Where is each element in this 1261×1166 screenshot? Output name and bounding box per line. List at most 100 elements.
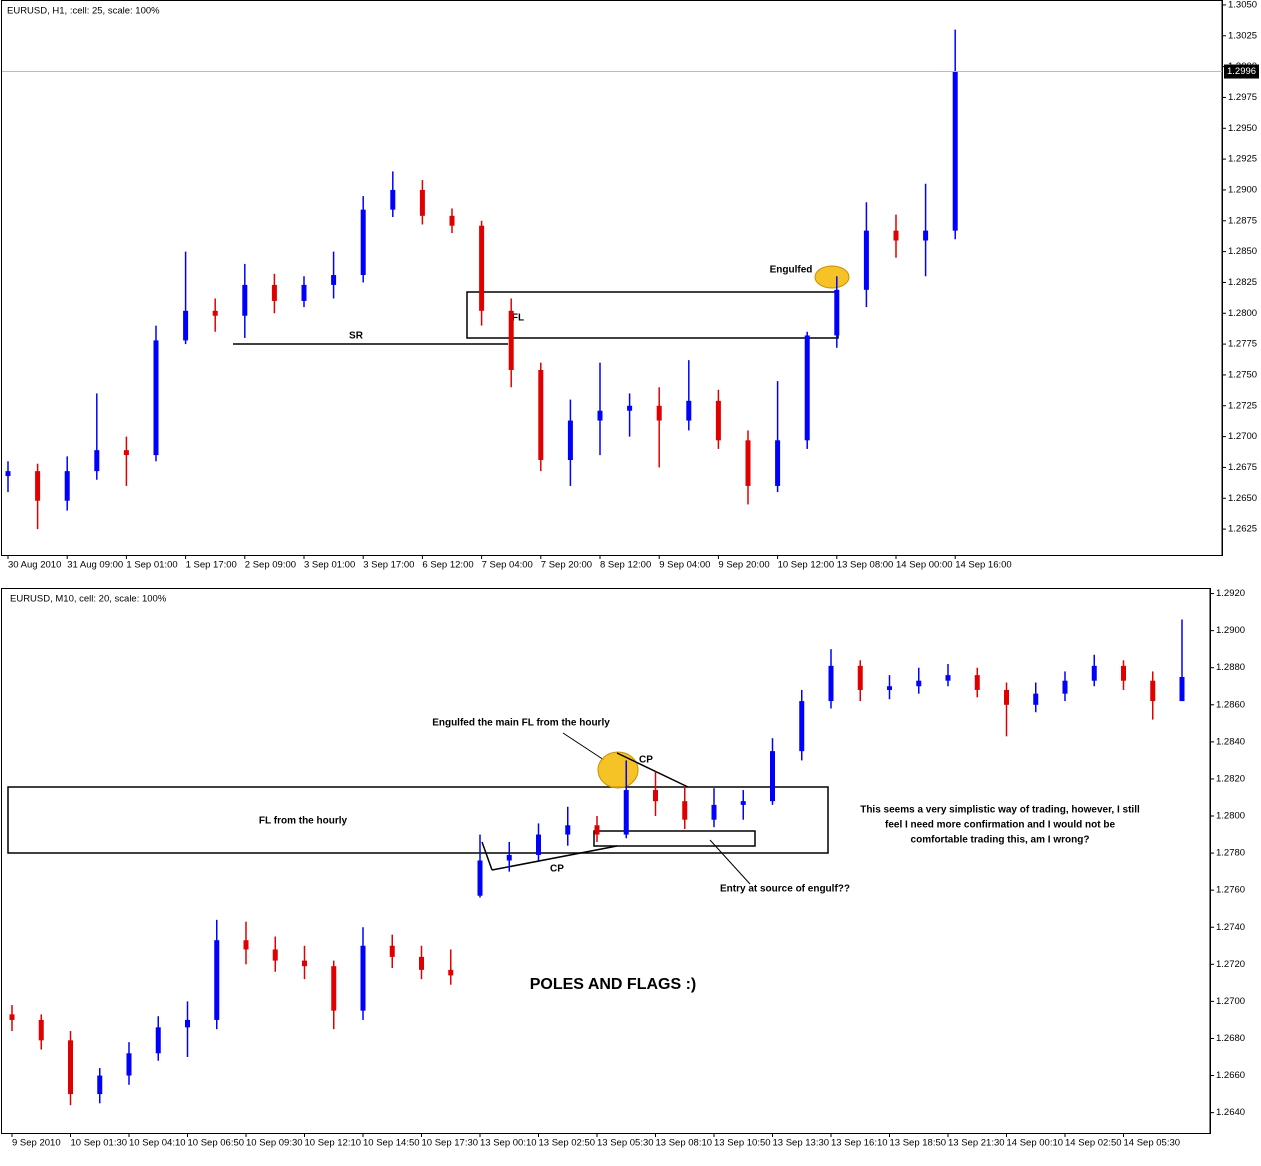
candle-body [94,450,100,472]
candle-body [887,686,892,690]
y-tick-label: 1.2675 [1228,462,1257,473]
x-tick-label: 13 Sep 18:50 [890,1138,947,1149]
candle-body [597,410,603,421]
x-tick-label: 13 Sep 05:30 [597,1138,654,1149]
candle-body [35,471,41,501]
candle-body [974,675,980,690]
candle-body [1062,680,1068,694]
x-tick-label: 9 Sep 20:00 [718,560,769,571]
x-tick-label: 14 Sep 00:00 [896,560,953,571]
y-tick-label: 1.3050 [1228,0,1257,10]
x-tick-label: 2 Sep 09:00 [245,560,296,571]
annotation: FL from the hourly [259,816,348,827]
candle-body [185,1019,190,1028]
candle-body [419,189,425,216]
candle-body [360,209,366,276]
candle-body [448,969,454,976]
comment: feel I need more confirmation and I woul… [885,820,1115,831]
chart-title: EURUSD, H1, :cell: 25, scale: 100% [7,6,160,17]
candle-body [449,215,455,226]
candle-body [243,940,249,950]
candle-body [804,335,810,441]
y-tick-label: 1.2920 [1216,588,1245,599]
candle-body [302,960,307,967]
candle-body [390,189,396,210]
candle-body [389,945,395,957]
y-tick-label: 1.2875 [1228,215,1257,226]
y-tick-label: 1.2840 [1216,736,1245,747]
candle-body [126,1053,132,1076]
candle-body [711,804,717,820]
candle-body [123,450,129,456]
y-tick-label: 1.2760 [1216,885,1245,896]
x-tick-label: 10 Sep 09:30 [246,1138,303,1149]
candle-body [715,400,721,441]
y-tick-label: 1.2640 [1216,1107,1245,1118]
x-tick-label: 1 Sep 17:00 [186,560,237,571]
x-tick-label: 13 Sep 16:10 [831,1138,888,1149]
y-tick-label: 1.2750 [1228,369,1257,380]
x-tick-label: 13 Sep 21:30 [948,1138,1005,1149]
y-tick-label: 1.2740 [1216,922,1245,933]
candle-body [745,440,751,486]
candle-body [952,71,958,231]
y-tick-label: 1.3025 [1228,30,1257,41]
x-tick-label: 10 Sep 17:30 [422,1138,479,1149]
y-tick-label: 1.2820 [1216,773,1245,784]
y-tick-label: 1.2925 [1228,154,1257,165]
x-tick-label: 7 Sep 04:00 [482,560,533,571]
candle-body [682,801,688,820]
annotation: Engulfed the main FL from the hourly [432,718,610,729]
annotation: Engulfed [770,265,813,276]
x-tick-label: 3 Sep 17:00 [363,560,414,571]
x-tick-label: 14 Sep 02:50 [1065,1138,1122,1149]
candle-body [567,420,573,461]
annotation: SR [349,331,364,342]
x-tick-label: 10 Sep 04:10 [129,1138,186,1149]
highlight [597,751,639,789]
candle-body [9,1014,15,1020]
candle-body [155,1027,161,1054]
x-tick-label: 10 Sep 12:10 [305,1138,362,1149]
candle-body [212,310,218,316]
price-box [1224,64,1259,79]
y-tick-label: 1.2780 [1216,848,1245,859]
x-tick-label: 9 Sep 2010 [12,1138,61,1149]
y-tick-label: 1.2680 [1216,1033,1245,1044]
x-tick-label: 13 Sep 08:00 [837,560,894,571]
candle-body [5,471,11,477]
candle-body [272,949,278,961]
y-tick-label: 1.2625 [1228,524,1257,535]
candle-body [1150,680,1156,702]
candle-body [1004,689,1009,705]
candle-body [834,289,840,336]
candle-body [536,834,541,855]
x-tick-label: 13 Sep 13:30 [773,1138,830,1149]
x-tick-label: 9 Sep 04:00 [659,560,710,571]
x-tick-label: 14 Sep 00:10 [1007,1138,1064,1149]
comment: This seems a very simplistic way of trad… [860,805,1140,816]
x-tick-label: 10 Sep 01:30 [71,1138,128,1149]
candle-body [945,675,951,681]
y-tick-label: 1.2800 [1228,308,1257,319]
candle-body [68,1040,73,1095]
y-tick-label: 1.2900 [1228,184,1257,195]
candle-body [1121,665,1126,681]
y-tick-label: 1.2660 [1216,1070,1245,1081]
trend-line [616,752,689,788]
candle-body [857,665,863,690]
candle-body [799,701,805,752]
candle-body [508,310,514,370]
y-tick-label: 1.2825 [1228,277,1257,288]
x-tick-label: 13 Sep 00:10 [480,1138,537,1149]
candle-body [360,945,366,1011]
x-tick-label: 31 Aug 09:00 [67,560,123,571]
x-tick-label: 7 Sep 20:00 [541,560,592,571]
candle-body [214,940,220,1020]
x-tick-label: 13 Sep 10:50 [714,1138,771,1149]
x-tick-label: 1 Sep 01:00 [126,560,177,571]
trend-line [491,845,618,871]
y-tick-label: 1.2650 [1228,493,1257,504]
